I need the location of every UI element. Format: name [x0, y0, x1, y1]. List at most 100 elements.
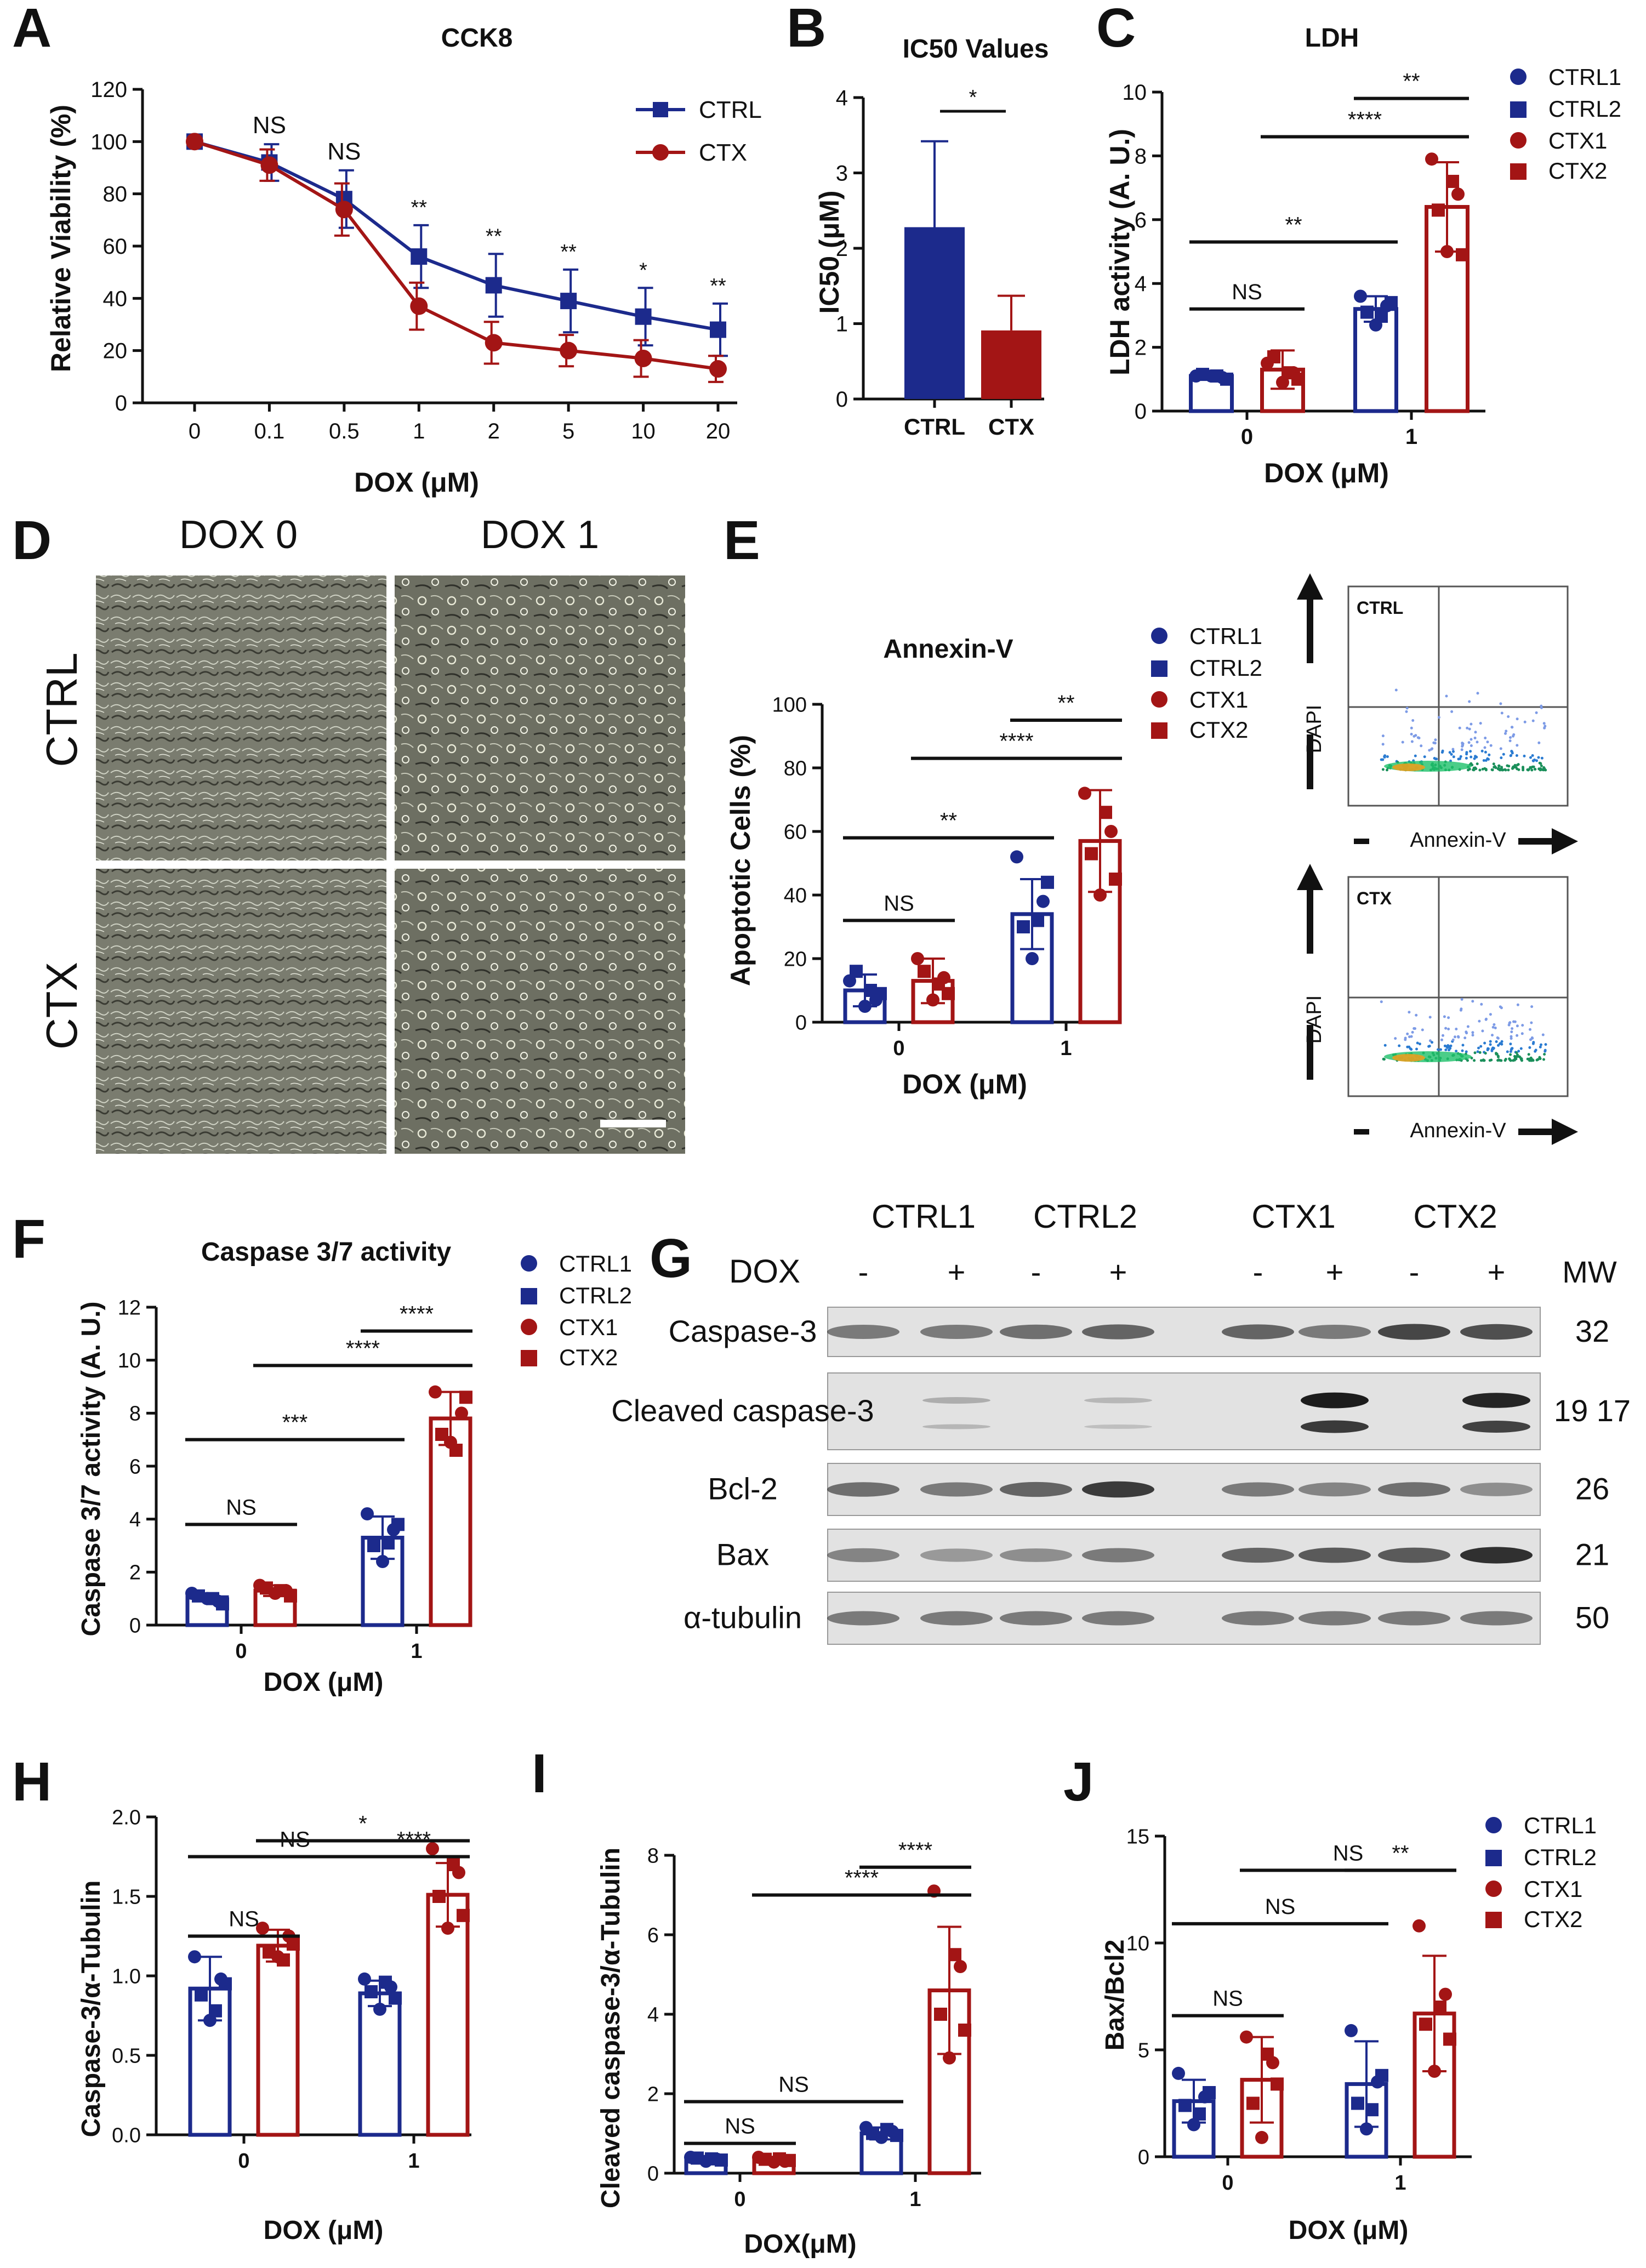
- chart-J-ctrl-dox0-point-5: [1193, 2107, 1206, 2121]
- chart-E-sig-label-0: NS: [884, 891, 914, 915]
- panel-label-D: D: [12, 510, 52, 571]
- wb-row-2-band-6: [1378, 1482, 1450, 1497]
- chart-a-point-ctx-1: [260, 156, 278, 174]
- legend-f-ctrl1-label: CTRL1: [559, 1251, 632, 1277]
- flow-ctx-events-event-51: [1495, 1040, 1498, 1043]
- chart-J-ctx-dox0-point-2: [1255, 2130, 1268, 2144]
- flow-ctx-events-event-93: [1444, 1048, 1448, 1051]
- panel-label-G: G: [650, 1228, 692, 1289]
- wb-row-3-band-4: [1222, 1547, 1294, 1563]
- flow-ctx-events-event-95: [1497, 1044, 1500, 1047]
- flow-ctrl-events-event-61: [1482, 759, 1485, 762]
- chart-E-ytick-label-0: 0: [795, 1011, 807, 1034]
- flow-ctrl-events-event-67: [1478, 768, 1482, 772]
- wb-row-3-band-3: [1082, 1548, 1154, 1563]
- chart-a-legend: CTRL CTX: [636, 96, 762, 166]
- chart-J-sig-label-0: NS: [1212, 1987, 1243, 2011]
- chart-J-ctrl-dox0-point-4: [1203, 2086, 1216, 2099]
- flow-ctx-events-event-222: [1493, 1023, 1496, 1026]
- legend-ctx-marker: [652, 144, 669, 161]
- flow-ctrl-events-event-223: [1484, 768, 1488, 771]
- flow-ctx-events-event-109: [1516, 1003, 1519, 1006]
- flow-ctrl-events-event-186: [1532, 765, 1535, 768]
- wb-row-0-band-0: [827, 1325, 899, 1339]
- chart-F-xtick-label-1: 1: [411, 1640, 422, 1663]
- chart-C-ctx-dox1-point-0: [1425, 152, 1438, 166]
- flow-ctrl-events-event-144: [1420, 744, 1423, 748]
- chart-H-ctx-dox0-bar: [256, 1944, 300, 2137]
- flow-ctrl-events-event-87: [1507, 715, 1510, 718]
- wb-dox-sign-0: -: [858, 1255, 869, 1289]
- flow-ctrl-events-event-235: [1535, 759, 1538, 762]
- chart-E-sig-label-2: ****: [999, 730, 1033, 754]
- chart-f-title: Caspase 3/7 activity: [201, 1238, 452, 1267]
- flow-ctx-events-event-185: [1473, 1051, 1477, 1055]
- flow-ctx-events-event-237: [1446, 1044, 1450, 1047]
- wb-row-1-band-upper-1: [922, 1397, 990, 1404]
- chart-c-ldh: LDH LDH activity (A. U.) DOX (μM) CTRL1 …: [1104, 24, 1621, 488]
- flow-ctrl-events-event-129: [1435, 757, 1438, 761]
- panel-d-microscopy: DOX 0 DOX 1 CTRL CTX: [37, 513, 685, 1154]
- flow-ctrl-events-event-63: [1466, 726, 1469, 730]
- flow-ctrl-events-event-212: [1540, 756, 1544, 760]
- legend-ctrl-label: CTRL: [699, 96, 762, 123]
- chart-a-point-ctx-2: [335, 201, 353, 219]
- flow-ctrl-events-event-191: [1511, 726, 1514, 729]
- flow-ctrl-events-event-202: [1413, 734, 1416, 738]
- flow-ctrl-events-event-215: [1534, 768, 1537, 771]
- flow-ctx-events-event-191: [1482, 1058, 1485, 1062]
- chart-E-ctx-dox1-point-4: [1109, 873, 1122, 886]
- chart-C-ctx-dox0-point-5: [1282, 366, 1295, 380]
- flow-ctx-events-event-193: [1513, 1020, 1517, 1023]
- micro-image-ctrl-dox1: [395, 575, 685, 861]
- flow-ctx-events-event-199: [1506, 1050, 1509, 1053]
- chart-E-ctx-dox1-point-1: [1104, 825, 1118, 838]
- chart-H-ctrl-dox0-point-4: [219, 1977, 232, 1991]
- chart-F-ctx-dox1-point-4: [459, 1391, 472, 1404]
- chart-J-ctx-dox1-point-4: [1443, 2032, 1456, 2046]
- flow-ctx-events-event-3: [1443, 1015, 1446, 1018]
- flow-ctrl-events-event-208: [1459, 757, 1462, 760]
- chart-b-ic50: IC50 Values IC50 (μM) 0 1 2 3 4 CTRL CTX *: [814, 35, 1049, 440]
- flow-ctrl-events-event-111: [1499, 702, 1502, 705]
- wb-row-4-band-7: [1460, 1611, 1533, 1626]
- chart-H-ytick-label-0: 0.0: [112, 2124, 141, 2147]
- legend-f-ctx1-label: CTX1: [559, 1314, 618, 1340]
- flow-ctrl-events-event-103: [1491, 768, 1494, 772]
- flow-ctx-events-event-114: [1409, 1047, 1412, 1050]
- chart-I-ytick-label-3: 6: [647, 1924, 659, 1947]
- chart-H-ctrl-dox1-point-5: [379, 1975, 392, 1989]
- flow-ctrl-events-event-219: [1535, 711, 1538, 714]
- micro-image-ctx-dox1: [395, 869, 685, 1154]
- flow-ctx-events-event-28: [1528, 1046, 1531, 1049]
- chart-H-ctrl-dox1-point-4: [389, 1991, 402, 2005]
- chart-a-ytick-label-0: 0: [115, 391, 127, 415]
- flow-ctx-events-event-46: [1404, 1038, 1407, 1041]
- flow-ctx-events-event-208: [1431, 1041, 1433, 1044]
- chart-a-ytick-label-4: 80: [103, 183, 128, 207]
- chart-J-xtick-label-1: 1: [1394, 2172, 1406, 2195]
- chart-F-ytick-label-3: 6: [129, 1455, 141, 1478]
- flow-ctrl-events-event-142: [1531, 719, 1535, 722]
- flow-ctrl-events-event-94: [1410, 740, 1414, 743]
- legend-c-ctx1-marker: [1510, 132, 1527, 149]
- flow-ctx-events-event-225: [1460, 1007, 1463, 1011]
- legend-c-ctrl2-marker: [1510, 101, 1527, 118]
- chart-E-ctx-dox0-point-0: [911, 952, 924, 965]
- flow-ctx-events-event-166: [1543, 1053, 1546, 1056]
- chart-h-xlabel: DOX (μM): [264, 2216, 384, 2245]
- flow-ctrl-events-event-29: [1508, 739, 1512, 743]
- chart-J-ctrl-dox1-point-3: [1351, 2096, 1364, 2110]
- chart-a-xtick-label-4: 2: [488, 419, 500, 443]
- chart-I-ctx-dox1-point-2: [943, 2051, 956, 2065]
- flow-ctx-events-event-257: [1499, 1042, 1502, 1045]
- chart-J-sig-label-3: **: [1392, 1841, 1409, 1865]
- flow-ctx-events-event-195: [1496, 1036, 1500, 1040]
- flow-ctrl-events-event-228: [1484, 750, 1487, 754]
- wb-row-4-band-1: [920, 1611, 993, 1626]
- panel-label-E: E: [724, 510, 760, 571]
- flow-ctx-events-event-196: [1382, 1058, 1386, 1061]
- flow-ctx-events-event-233: [1490, 1048, 1494, 1051]
- flow-ctx-events-event-259: [1486, 1047, 1490, 1050]
- chart-F-ytick-label-1: 2: [129, 1562, 141, 1585]
